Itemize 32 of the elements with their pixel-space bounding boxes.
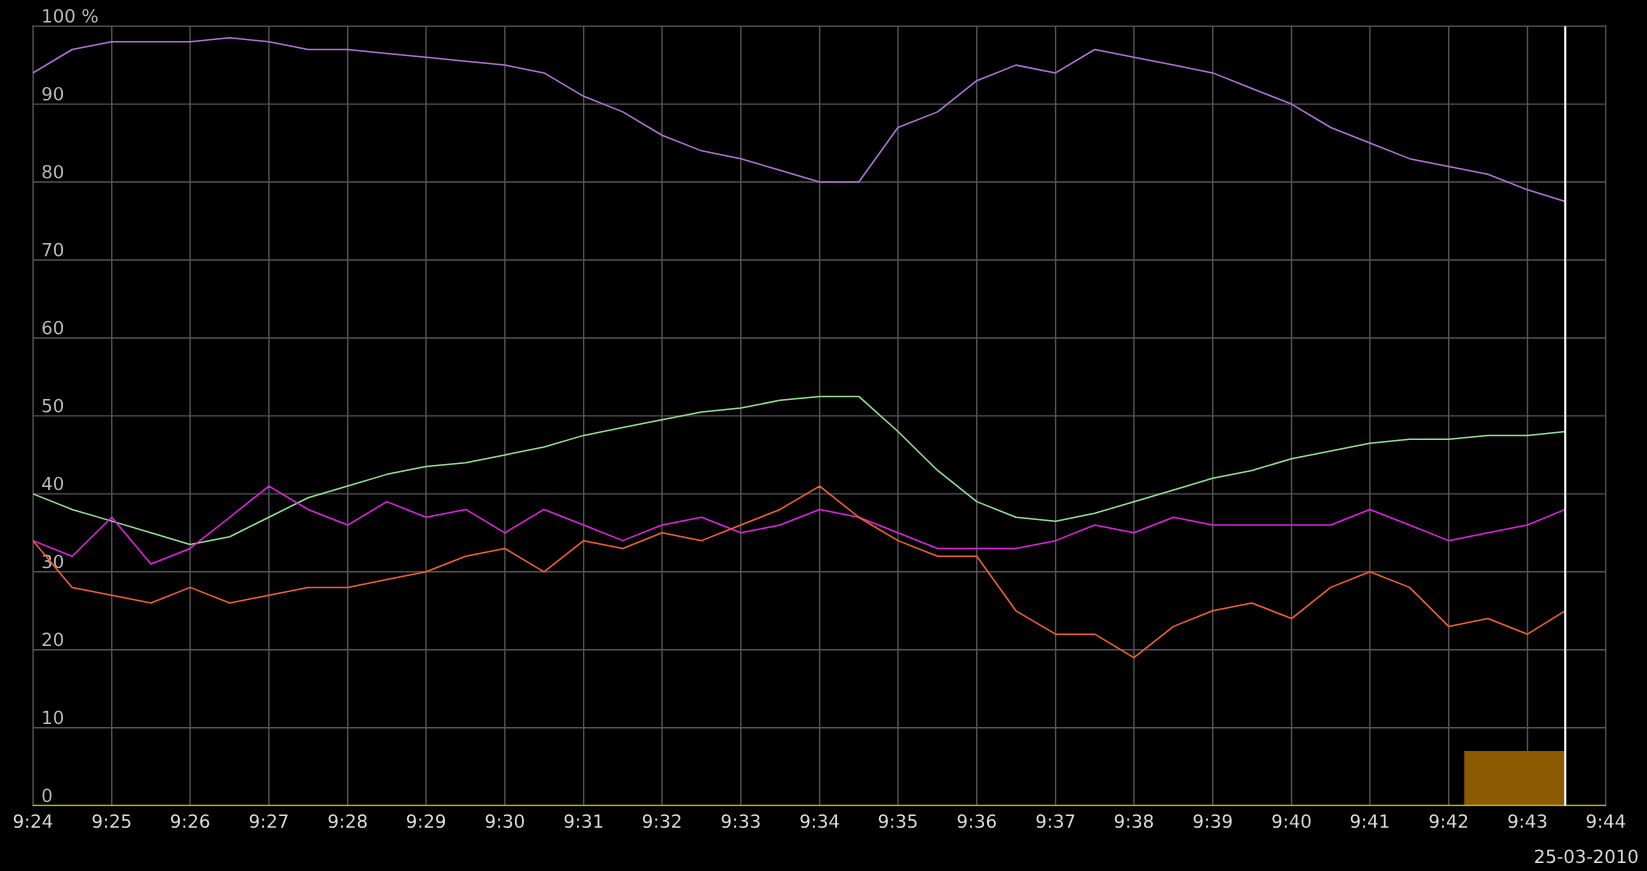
x-tick-label: 9:27 bbox=[249, 814, 288, 828]
y-tick-label: 70 bbox=[42, 242, 64, 257]
x-tick-label: 9:34 bbox=[800, 814, 839, 828]
x-tick-label: 9:41 bbox=[1350, 814, 1389, 828]
x-tick-label: 9:33 bbox=[721, 814, 760, 828]
x-tick-label: 9:24 bbox=[13, 814, 53, 828]
y-tick-label: 50 bbox=[42, 398, 64, 413]
x-tick-label: 9:40 bbox=[1272, 814, 1311, 828]
x-tick-label: 9:35 bbox=[878, 814, 917, 828]
x-tick-label: 9:43 bbox=[1508, 814, 1547, 828]
y-tick-label: 60 bbox=[42, 320, 64, 335]
y-tick-label: 20 bbox=[42, 632, 64, 647]
x-tick-label: 9:28 bbox=[328, 814, 367, 828]
y-tick-label: 90 bbox=[42, 86, 64, 101]
x-tick-label: 9:37 bbox=[1036, 814, 1075, 828]
x-tick-label: 9:30 bbox=[485, 814, 524, 828]
x-tick-label: 9:29 bbox=[406, 814, 446, 828]
x-tick-label: 9:42 bbox=[1429, 814, 1468, 828]
y-tick-label: 80 bbox=[42, 164, 64, 179]
y-tick-label: 0 bbox=[42, 788, 52, 803]
x-tick-label: 9:31 bbox=[564, 814, 603, 828]
y-tick-label: 10 bbox=[43, 710, 64, 725]
x-tick-label: 9:25 bbox=[92, 814, 131, 828]
y-tick-label: 100 % bbox=[43, 8, 98, 23]
x-tick-label: 9:36 bbox=[957, 814, 996, 828]
x-tick-label: 9:38 bbox=[1114, 814, 1153, 828]
text: 25-03-2010 bbox=[1535, 849, 1638, 864]
y-tick-label: 40 bbox=[42, 476, 64, 491]
x-tick-label: 9:26 bbox=[170, 814, 210, 828]
x-tick-label: 9:44 bbox=[1586, 814, 1626, 828]
x-tick-label: 9:39 bbox=[1193, 814, 1232, 828]
x-tick-label: 9:32 bbox=[642, 814, 681, 828]
